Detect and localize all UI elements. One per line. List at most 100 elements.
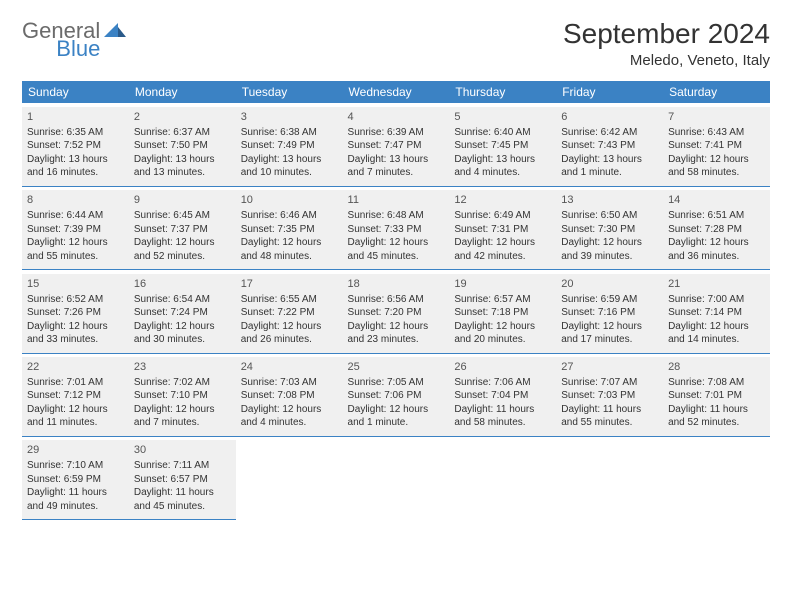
day-cell: 28Sunrise: 7:08 AMSunset: 7:01 PMDayligh… — [663, 357, 770, 436]
day-cell: 24Sunrise: 7:03 AMSunset: 7:08 PMDayligh… — [236, 357, 343, 436]
day-header: Sunday — [22, 81, 129, 103]
day-number: 12 — [454, 193, 551, 208]
day-info-line: Sunset: 6:59 PM — [27, 473, 124, 487]
day-info-line: Sunrise: 6:40 AM — [454, 126, 551, 140]
day-info-line: Daylight: 12 hours — [668, 236, 765, 250]
day-info-line: Sunset: 7:39 PM — [27, 223, 124, 237]
day-info-line: Daylight: 12 hours — [134, 403, 231, 417]
day-number: 22 — [27, 360, 124, 375]
day-cell: 20Sunrise: 6:59 AMSunset: 7:16 PMDayligh… — [556, 274, 663, 353]
day-info-line: and 7 minutes. — [134, 416, 231, 430]
day-header-row: SundayMondayTuesdayWednesdayThursdayFrid… — [22, 81, 770, 103]
day-info-line: and 52 minutes. — [134, 250, 231, 264]
day-info-line: Sunset: 7:24 PM — [134, 306, 231, 320]
day-info-line: and 49 minutes. — [27, 500, 124, 514]
day-cell: 22Sunrise: 7:01 AMSunset: 7:12 PMDayligh… — [22, 357, 129, 436]
day-info-line: and 14 minutes. — [668, 333, 765, 347]
day-info-line: Sunset: 7:37 PM — [134, 223, 231, 237]
day-number: 4 — [348, 110, 445, 125]
day-cell: 14Sunrise: 6:51 AMSunset: 7:28 PMDayligh… — [663, 190, 770, 269]
day-header: Friday — [556, 81, 663, 103]
day-info-line: and 39 minutes. — [561, 250, 658, 264]
day-cell: 18Sunrise: 6:56 AMSunset: 7:20 PMDayligh… — [343, 274, 450, 353]
day-info-line: Sunrise: 7:10 AM — [27, 459, 124, 473]
day-info-line: Sunrise: 6:56 AM — [348, 293, 445, 307]
day-cell: 5Sunrise: 6:40 AMSunset: 7:45 PMDaylight… — [449, 107, 556, 186]
day-info-line: and 58 minutes. — [668, 166, 765, 180]
day-info-line: Sunset: 7:26 PM — [27, 306, 124, 320]
day-info-line: Sunset: 7:12 PM — [27, 389, 124, 403]
day-info-line: Daylight: 13 hours — [561, 153, 658, 167]
day-number: 3 — [241, 110, 338, 125]
day-cell: 3Sunrise: 6:38 AMSunset: 7:49 PMDaylight… — [236, 107, 343, 186]
day-info-line: Sunset: 7:03 PM — [561, 389, 658, 403]
day-info-line: Daylight: 12 hours — [134, 320, 231, 334]
day-info-line: Sunrise: 6:46 AM — [241, 209, 338, 223]
day-number: 1 — [27, 110, 124, 125]
day-info-line: and 10 minutes. — [241, 166, 338, 180]
day-info-line: Sunrise: 6:55 AM — [241, 293, 338, 307]
day-number: 5 — [454, 110, 551, 125]
day-info-line: Daylight: 12 hours — [27, 403, 124, 417]
day-info-line: Sunset: 7:10 PM — [134, 389, 231, 403]
day-info-line: Daylight: 13 hours — [348, 153, 445, 167]
day-info-line: Daylight: 11 hours — [668, 403, 765, 417]
day-info-line: Sunrise: 6:48 AM — [348, 209, 445, 223]
day-info-line: Sunrise: 7:05 AM — [348, 376, 445, 390]
day-cell: 12Sunrise: 6:49 AMSunset: 7:31 PMDayligh… — [449, 190, 556, 269]
day-info-line: Daylight: 11 hours — [454, 403, 551, 417]
day-cell: 13Sunrise: 6:50 AMSunset: 7:30 PMDayligh… — [556, 190, 663, 269]
day-info-line: Sunrise: 7:07 AM — [561, 376, 658, 390]
day-info-line: Sunrise: 6:54 AM — [134, 293, 231, 307]
day-info-line: and 58 minutes. — [454, 416, 551, 430]
day-info-line: Sunrise: 6:42 AM — [561, 126, 658, 140]
day-number: 9 — [134, 193, 231, 208]
day-cell: 7Sunrise: 6:43 AMSunset: 7:41 PMDaylight… — [663, 107, 770, 186]
day-info-line: Daylight: 13 hours — [454, 153, 551, 167]
day-info-line: Daylight: 12 hours — [348, 236, 445, 250]
day-info-line: Sunrise: 6:39 AM — [348, 126, 445, 140]
day-info-line: Sunrise: 6:52 AM — [27, 293, 124, 307]
day-number: 17 — [241, 277, 338, 292]
day-cell — [556, 440, 663, 519]
day-info-line: Sunrise: 6:43 AM — [668, 126, 765, 140]
day-number: 13 — [561, 193, 658, 208]
day-info-line: Daylight: 13 hours — [241, 153, 338, 167]
calendar-table: SundayMondayTuesdayWednesdayThursdayFrid… — [22, 81, 770, 520]
day-info-line: and 11 minutes. — [27, 416, 124, 430]
day-cell: 21Sunrise: 7:00 AMSunset: 7:14 PMDayligh… — [663, 274, 770, 353]
day-cell: 29Sunrise: 7:10 AMSunset: 6:59 PMDayligh… — [22, 440, 129, 519]
day-info-line: Daylight: 12 hours — [348, 403, 445, 417]
day-cell — [663, 440, 770, 519]
day-info-line: Sunrise: 7:11 AM — [134, 459, 231, 473]
day-info-line: Sunset: 7:16 PM — [561, 306, 658, 320]
day-number: 16 — [134, 277, 231, 292]
day-info-line: and 13 minutes. — [134, 166, 231, 180]
day-info-line: and 26 minutes. — [241, 333, 338, 347]
day-number: 25 — [348, 360, 445, 375]
day-info-line: Sunrise: 6:38 AM — [241, 126, 338, 140]
day-info-line: Sunset: 7:18 PM — [454, 306, 551, 320]
day-info-line: Daylight: 12 hours — [561, 320, 658, 334]
day-cell — [449, 440, 556, 519]
day-info-line: and 33 minutes. — [27, 333, 124, 347]
day-number: 20 — [561, 277, 658, 292]
day-number: 6 — [561, 110, 658, 125]
day-number: 18 — [348, 277, 445, 292]
day-cell: 27Sunrise: 7:07 AMSunset: 7:03 PMDayligh… — [556, 357, 663, 436]
day-cell: 10Sunrise: 6:46 AMSunset: 7:35 PMDayligh… — [236, 190, 343, 269]
day-cell — [343, 440, 450, 519]
day-cell: 9Sunrise: 6:45 AMSunset: 7:37 PMDaylight… — [129, 190, 236, 269]
day-cell: 17Sunrise: 6:55 AMSunset: 7:22 PMDayligh… — [236, 274, 343, 353]
day-info-line: and 16 minutes. — [27, 166, 124, 180]
day-info-line: Daylight: 11 hours — [561, 403, 658, 417]
day-info-line: and 55 minutes. — [561, 416, 658, 430]
day-number: 24 — [241, 360, 338, 375]
day-info-line: Daylight: 12 hours — [241, 403, 338, 417]
day-info-line: Sunrise: 6:37 AM — [134, 126, 231, 140]
day-info-line: Sunset: 7:35 PM — [241, 223, 338, 237]
day-info-line: and 52 minutes. — [668, 416, 765, 430]
day-number: 27 — [561, 360, 658, 375]
day-info-line: Daylight: 12 hours — [348, 320, 445, 334]
day-info-line: Sunrise: 7:06 AM — [454, 376, 551, 390]
